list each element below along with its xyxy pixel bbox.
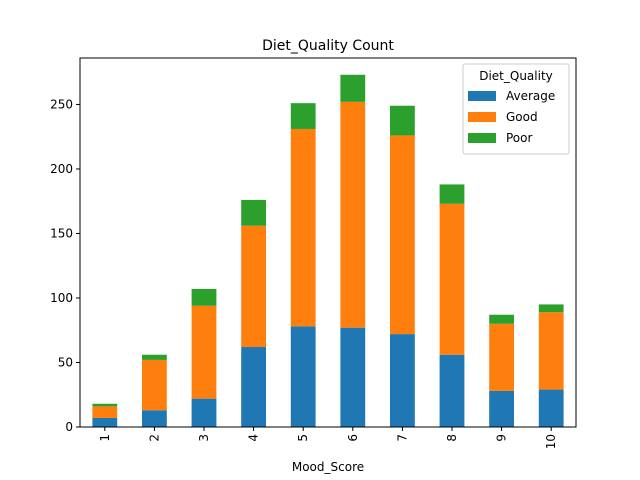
bar-poor-1: [92, 403, 118, 407]
bar-poor-9: [489, 314, 514, 324]
x-tick-label: 9: [495, 434, 509, 442]
bar-poor-7: [390, 105, 415, 136]
bar-good-4: [241, 225, 266, 348]
bar-good-3: [191, 305, 217, 399]
bar-average-6: [340, 327, 366, 427]
bar-good-9: [489, 323, 514, 391]
y-tick-label: 150: [50, 226, 73, 240]
x-tick-label: 3: [197, 434, 211, 442]
legend-label-good: Good: [506, 110, 538, 124]
bar-average-1: [92, 417, 118, 427]
legend-box: [462, 63, 570, 155]
bar-poor-8: [439, 184, 465, 204]
bar-good-10: [538, 312, 564, 390]
bar-poor-2: [142, 354, 167, 360]
bar-good-7: [390, 135, 415, 335]
bar-poor-10: [538, 304, 564, 313]
legend-label-average: Average: [506, 89, 555, 103]
legend-label-poor: Poor: [506, 131, 532, 145]
x-tick-label: 5: [296, 434, 310, 442]
chart-title: Diet_Quality Count: [262, 38, 394, 54]
y-tick-label: 0: [65, 420, 73, 434]
bar-average-4: [241, 347, 266, 427]
bar-poor-5: [290, 103, 316, 129]
y-tick-label: 50: [58, 355, 73, 369]
legend-swatch-poor: [468, 133, 496, 143]
axes-group: 0 50 100 150 200 250 1 2 3 4 5 6 7 8 9 10: [50, 57, 577, 449]
bar-average-10: [538, 389, 564, 427]
x-axis-label: Mood_Score: [292, 460, 364, 474]
x-tick-label: 1: [98, 434, 112, 442]
bar-average-8: [439, 354, 465, 427]
bar-good-2: [142, 359, 167, 411]
legend: Diet_Quality Average Good Poor: [462, 63, 570, 155]
bar-good-8: [439, 203, 465, 355]
bar-average-3: [191, 398, 217, 427]
bars-group: [92, 74, 564, 427]
legend-swatch-good: [468, 112, 496, 122]
bar-poor-4: [241, 199, 266, 226]
x-tick-label: 2: [147, 434, 161, 442]
x-tick-label: 4: [247, 434, 261, 442]
bar-good-1: [92, 406, 118, 418]
legend-title: Diet_Quality: [479, 69, 553, 83]
plot-frame: [79, 57, 577, 428]
y-tick-label: 250: [50, 97, 73, 111]
bar-average-2: [142, 410, 167, 427]
y-tick-label: 200: [50, 162, 73, 176]
x-tick-label: 10: [544, 434, 558, 449]
x-tick-label: 6: [346, 434, 360, 442]
x-tick-label: 7: [395, 434, 409, 442]
bar-average-5: [290, 326, 316, 427]
bar-good-6: [340, 101, 366, 328]
x-tick-label: 8: [445, 434, 459, 442]
y-tick-label: 100: [50, 291, 73, 305]
legend-swatch-average: [468, 91, 496, 101]
bar-good-5: [290, 128, 316, 327]
bar-average-7: [390, 334, 415, 427]
bar-poor-3: [191, 288, 217, 306]
bar-poor-6: [340, 74, 366, 102]
bar-average-9: [489, 390, 514, 427]
